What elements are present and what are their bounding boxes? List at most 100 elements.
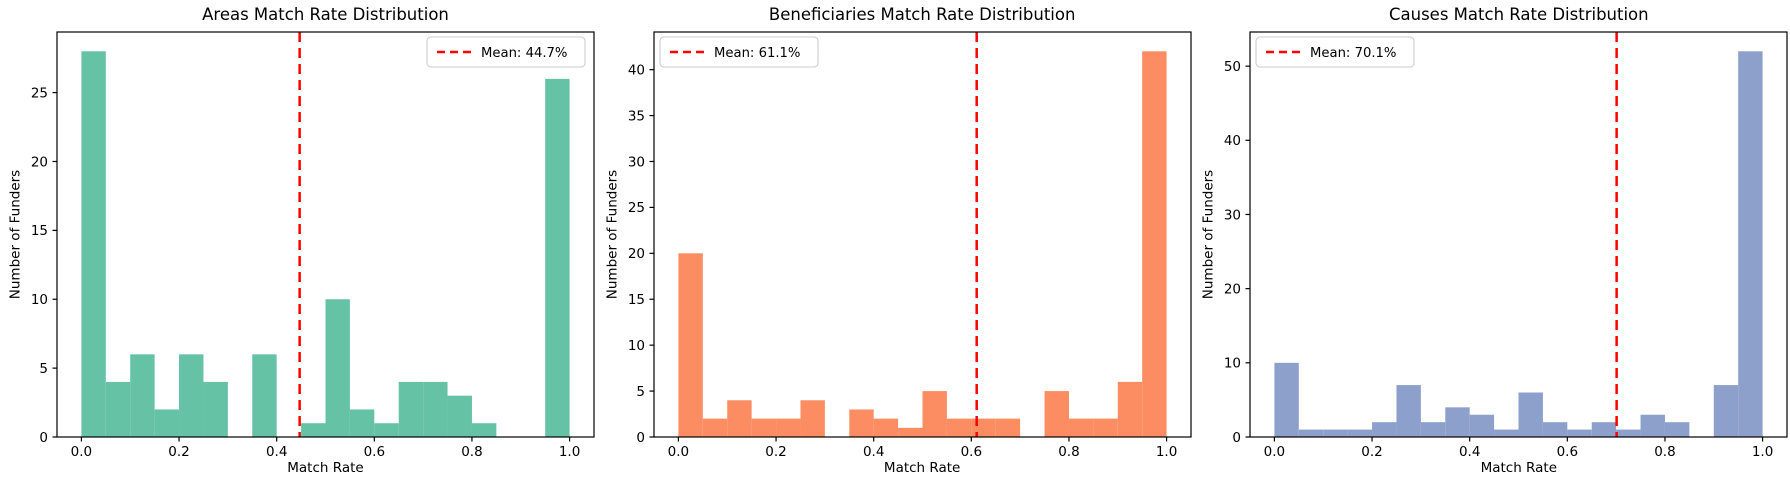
x-tick-label: 0.2 [765,444,786,460]
histogram-bar [775,418,801,437]
y-tick-label: 0 [39,430,48,446]
y-axis-label: Number of Funders [1200,169,1217,300]
histogram-bar [897,427,923,437]
histogram-bar [471,423,497,437]
x-tick-label: 0.4 [863,444,884,460]
y-tick-label: 40 [1224,133,1241,149]
x-tick-label: 0.0 [71,444,92,460]
histogram-bar [301,423,326,437]
histogram-bar [1044,391,1069,437]
histogram-bar [1347,429,1373,437]
x-tick-label: 0.2 [168,444,189,460]
histogram-bar [848,409,874,437]
histogram-bar [1372,422,1397,437]
histogram-bar [1665,422,1690,437]
y-tick-label: 10 [31,292,48,308]
histogram-bar [447,395,472,437]
y-tick-label: 35 [627,108,644,124]
y-tick-label: 20 [31,154,48,170]
y-tick-label: 25 [627,200,644,216]
x-axis-label: Match Rate [883,460,961,476]
histogram-bar [1396,385,1422,437]
histogram-bar [1567,429,1593,437]
y-tick-label: 15 [31,223,48,239]
histogram-bar [1543,422,1568,437]
y-tick-label: 30 [627,154,644,170]
histogram-bar [1323,429,1348,437]
histogram-bar [179,354,204,437]
histogram-bar [1640,414,1666,437]
x-tick-label: 0.8 [1058,444,1079,460]
y-tick-label: 0 [636,430,645,446]
histogram-bar [81,51,106,438]
x-tick-label: 0.6 [960,444,981,460]
histogram-bar [325,299,350,437]
histogram-bar [800,400,825,437]
histogram-bar [726,400,752,437]
histogram-bar [1518,392,1544,437]
histogram-bar [398,381,424,437]
x-tick-label: 0.4 [266,444,287,460]
x-tick-label: 0.2 [1362,444,1383,460]
histogram-bar [995,418,1020,437]
histogram-bar [154,409,180,437]
axis-spine [1249,31,1788,438]
chart-title: Beneficiaries Match Rate Distribution [768,5,1076,24]
legend-label: Mean: 70.1% [1310,46,1396,61]
legend-label: Mean: 61.1% [714,46,800,61]
x-tick-label: 0.8 [461,444,482,460]
y-axis-label: Number of Funders [7,169,24,300]
x-tick-label: 0.6 [364,444,385,460]
histogram-bar [1141,51,1167,438]
x-tick-label: 1.0 [1156,444,1177,460]
chart-causes-match-rate: 0.0 0.2 0.4 0.6 0.8 1.0 0 10 20 30 40 50 Mean: 70.1%… [1193,0,1790,490]
y-tick-label: 0 [1233,430,1242,446]
x-axis-label: Match Rate [1480,460,1558,476]
histogram-bar [1299,429,1324,437]
histogram-bar [1738,51,1763,438]
causes-plot-svg: 0.0 0.2 0.4 0.6 0.8 1.0 0 10 20 30 40 50 Mean: 70.1% [1224,31,1788,460]
y-axis-label: Number of Funders [604,169,621,300]
histogram-bar [873,418,898,437]
histogram-bar [1117,381,1142,437]
y-tick-label: 50 [1224,59,1241,75]
y-tick-label: 20 [1224,281,1241,297]
histogram-bar [751,418,776,437]
histogram-bar [1068,418,1094,437]
y-tick-label: 25 [31,85,48,101]
y-tick-label: 20 [627,246,644,262]
y-tick-label: 15 [627,292,644,308]
y-tick-label: 10 [1224,356,1241,372]
histogram-bar [349,409,375,437]
y-tick-label: 10 [627,338,644,354]
histogram-bar [130,354,155,437]
x-tick-label: 0.0 [1264,444,1285,460]
y-tick-label: 30 [1224,207,1241,223]
histogram-bar [252,354,277,437]
histogram-bar [545,78,570,437]
x-axis-label: Match Rate [287,460,364,476]
areas-plot-svg: 0.0 0.2 0.4 0.6 0.8 1.0 0 5 10 15 20 25 Mean: 44.7% [31,31,595,460]
histogram-bar [1494,429,1519,437]
histogram-bar [1592,422,1617,437]
histogram-bar [922,391,947,437]
histogram-bar [970,418,996,437]
x-tick-label: 0.4 [1459,444,1480,460]
chart-areas-match-rate: 0.0 0.2 0.4 0.6 0.8 1.0 0 5 10 15 20 25 Mean: 44.7% … [0,0,597,490]
x-tick-label: 0.0 [667,444,688,460]
histogram-bar [1616,429,1641,437]
histogram-bar [946,418,971,437]
histogram-bar [1093,418,1118,437]
histogram-bar [678,253,703,437]
histogram-bar [105,381,131,437]
x-tick-label: 1.0 [559,444,580,460]
x-tick-label: 0.6 [1557,444,1578,460]
y-tick-label: 5 [636,384,645,400]
x-tick-label: 0.8 [1655,444,1676,460]
histogram-bar [702,418,727,437]
chart-beneficiaries-match-rate: 0.0 0.2 0.4 0.6 0.8 1.0 0 5 10 15 20 25 30 35 40 Mean: … [597,0,1194,490]
histogram-bar [423,381,448,437]
y-tick-label: 40 [627,62,644,78]
histogram-bar [1274,362,1300,437]
